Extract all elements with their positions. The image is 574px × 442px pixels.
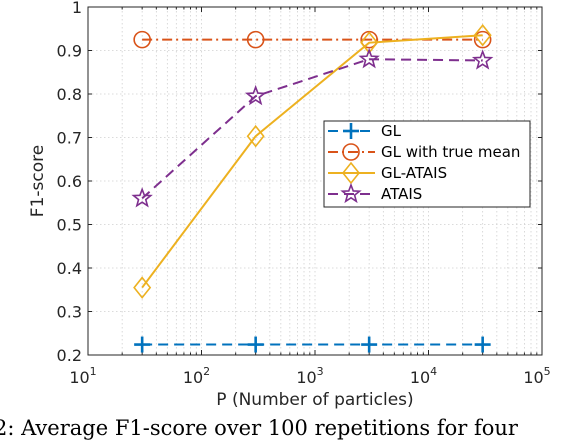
y-axis-label: F1-score	[28, 145, 48, 217]
y-tick-label: 0.8	[57, 85, 82, 104]
y-tick-label: 0.2	[57, 346, 82, 365]
series-atais	[131, 47, 494, 208]
series-gl-atais	[133, 23, 492, 299]
series-gl	[134, 336, 491, 353]
gl-true-mean-marker	[133, 30, 151, 49]
legend-label: GL with true mean	[381, 143, 520, 161]
y-tick-label: 0.5	[57, 216, 82, 235]
x-tick-label: 104	[410, 365, 437, 387]
y-tick-label: 0.6	[57, 172, 82, 191]
gl-atais-marker	[133, 276, 152, 299]
x-tick-label: 102	[183, 365, 210, 387]
gl-atais-marker	[246, 124, 265, 148]
legend-entry-gl: GL	[328, 122, 402, 140]
y-tick-label: 1	[72, 0, 82, 17]
y-tick-label: 0.7	[57, 129, 82, 148]
gl-marker	[343, 123, 359, 139]
x-axis-label: P (Number of particles)	[216, 390, 413, 410]
atais-marker	[471, 49, 494, 70]
legend: GL GL with true mean GL-ATAIS ATAIS	[323, 120, 531, 208]
figure-caption: 2: Average F1-score over 100 repetitions…	[0, 416, 518, 440]
legend-entry-atais: ATAIS	[328, 182, 422, 204]
legend-label: GL-ATAIS	[381, 164, 447, 182]
gl-marker	[247, 336, 264, 353]
x-tick-exponent: 5	[544, 365, 551, 378]
atais-marker	[244, 84, 267, 106]
x-tick-exponent: 2	[203, 365, 210, 378]
series-layer	[131, 23, 494, 353]
y-tick-label: 0.3	[57, 303, 82, 322]
gl-true-mean-marker	[473, 30, 492, 49]
series-line	[141, 34, 483, 289]
atais-marker	[131, 187, 153, 208]
x-tick-exponent: 1	[90, 365, 97, 378]
y-tick-label: 0.9	[57, 42, 82, 61]
x-tick-exponent: 3	[317, 365, 324, 378]
x-tick-label: 101	[69, 365, 96, 387]
atais-marker	[340, 182, 362, 204]
gl-atais-marker	[360, 31, 379, 54]
gl-marker	[361, 336, 378, 353]
gl-marker	[474, 336, 491, 353]
gl-true-mean-marker	[342, 143, 360, 161]
y-tick-label: 0.4	[57, 259, 82, 278]
legend-label: GL	[381, 122, 402, 140]
axis-ticks	[88, 6, 542, 356]
series-line	[141, 58, 483, 200]
gl-true-mean-marker	[246, 30, 265, 49]
x-tick-label: 105	[523, 365, 550, 387]
legend-entry-gl-atais: GL-ATAIS	[328, 161, 447, 185]
gl-marker	[134, 336, 151, 353]
x-tick-label: 103	[296, 365, 323, 387]
legend-entry-gl-with-true-mean: GL with true mean	[328, 143, 520, 161]
gl-atais-marker	[473, 23, 492, 47]
x-tick-exponent: 4	[430, 365, 437, 378]
legend-label: ATAIS	[381, 185, 422, 203]
atais-marker	[358, 47, 380, 69]
